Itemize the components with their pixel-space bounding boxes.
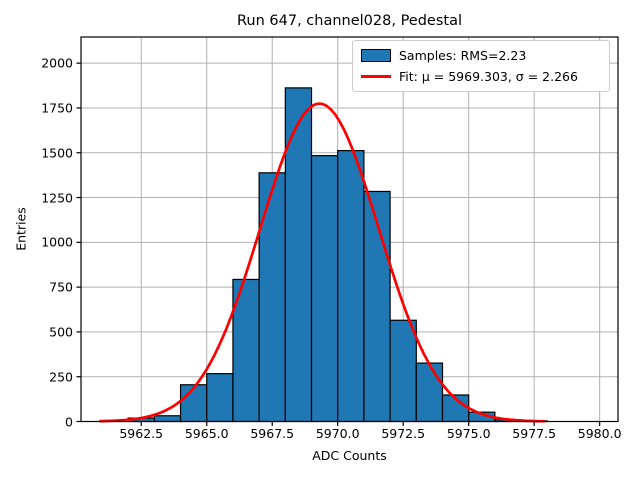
histogram-bar: [310, 155, 339, 423]
histogram-bar: [153, 415, 182, 423]
histogram-bar: [179, 384, 208, 423]
histogram-bar: [389, 319, 417, 423]
axes-spines: [80, 36, 619, 423]
y-tick-label: 1250: [41, 190, 73, 206]
x-axis-label: ADC Counts: [312, 448, 387, 463]
histogram-bar: [284, 87, 313, 423]
x-tick-label: 5972.5: [381, 426, 426, 441]
fit-line-icon: [361, 74, 391, 78]
y-tick-label: 1750: [41, 100, 73, 116]
y-axis-label: Entries: [13, 207, 29, 251]
plot-title: Run 647, channel028, Pedestal: [236, 13, 462, 29]
legend-entry-fit: Fit: μ = 5969.303, σ = 2.266: [361, 69, 601, 84]
x-tick-label: 5980.0: [577, 426, 622, 441]
samples-patch-icon: [361, 49, 391, 63]
x-tick-label: 5965.0: [184, 426, 229, 441]
y-tick-label: 500: [49, 324, 73, 340]
x-tick-label: 5967.5: [250, 426, 295, 441]
y-tick-label: 250: [49, 369, 73, 385]
y-tick-label: 0: [65, 414, 73, 429]
x-tick-label: 5970.0: [315, 426, 360, 441]
y-tick-label: 750: [49, 279, 73, 295]
histogram-bar: [258, 172, 286, 423]
legend: Samples: RMS=2.23 Fit: μ = 5969.303, σ =…: [352, 40, 610, 92]
x-tick-label: 5975.0: [446, 426, 491, 441]
legend-entry-samples: Samples: RMS=2.23: [361, 48, 601, 63]
fit-curve: [99, 102, 545, 423]
y-tick-label: 1000: [41, 234, 73, 250]
y-tick-label: 1500: [41, 145, 73, 161]
histogram-bar: [415, 362, 444, 423]
y-tick-label: 2000: [41, 55, 73, 71]
histogram-bar: [206, 373, 234, 423]
x-tick-label: 5977.5: [512, 426, 557, 441]
histogram-bar: [337, 149, 365, 423]
legend-samples-label: Samples: RMS=2.23: [399, 48, 527, 64]
legend-fit-label: Fit: μ = 5969.303, σ = 2.266: [399, 68, 578, 84]
x-tick-label: 5962.5: [119, 426, 164, 441]
histogram-bar: [363, 190, 391, 423]
